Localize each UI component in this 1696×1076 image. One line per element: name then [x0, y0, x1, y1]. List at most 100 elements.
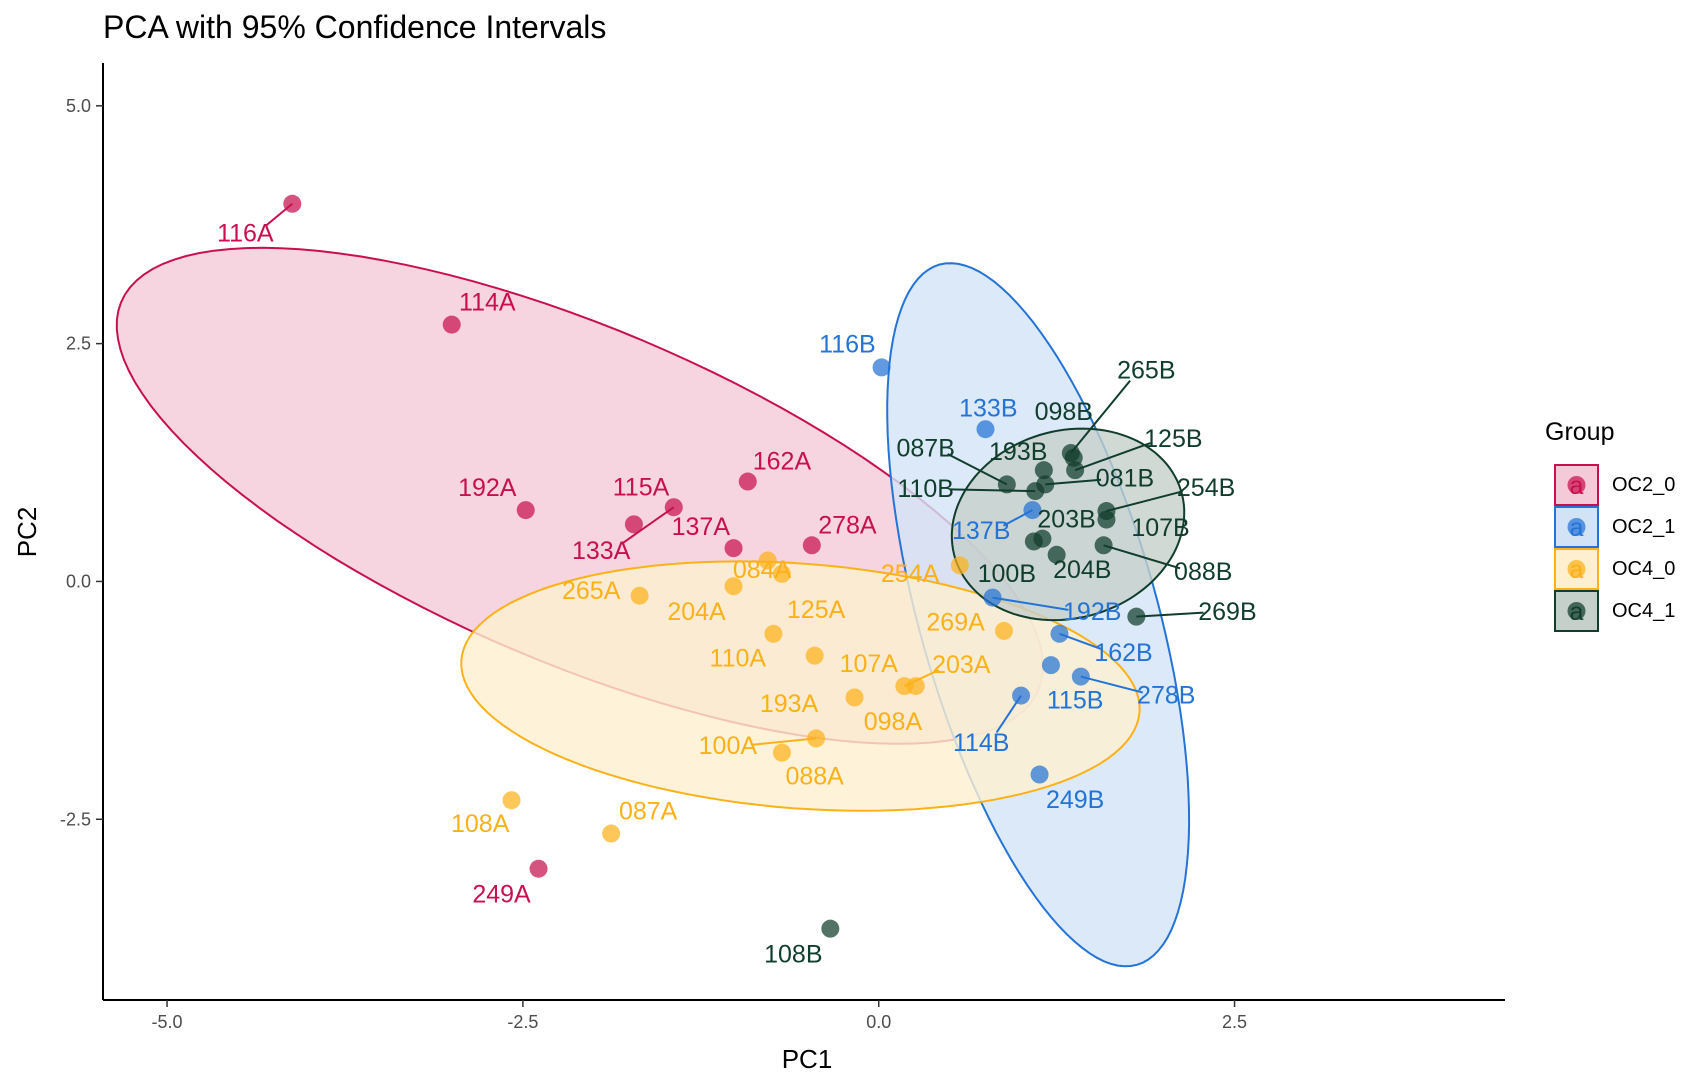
label-192A: 192A — [458, 474, 517, 502]
connector-133A — [621, 506, 675, 545]
label-137A: 137A — [672, 513, 731, 541]
connector-254B — [1106, 490, 1183, 513]
label-108A: 108A — [451, 810, 510, 838]
legend-label: OC4_1 — [1612, 600, 1675, 622]
label-088A: 088A — [785, 762, 844, 790]
label-100B: 100B — [978, 560, 1036, 588]
legend-item-oc4-0: a OC4_0 — [1554, 548, 1675, 590]
legend-key-point — [1567, 518, 1586, 536]
point-204A — [724, 577, 743, 596]
label-110A: 110A — [710, 644, 767, 672]
point-088A — [772, 743, 791, 762]
label-162B: 162B — [1094, 639, 1152, 667]
point-249B — [1030, 765, 1049, 784]
label-254A: 254A — [881, 560, 940, 588]
label-249A: 249A — [472, 880, 531, 908]
point-192A — [516, 501, 535, 520]
legend-key-point — [1567, 560, 1586, 578]
label-125A: 125A — [787, 596, 846, 624]
y-tick-label: 5.0 — [66, 96, 91, 116]
point-115A — [624, 515, 643, 534]
x-tick-label: -2.5 — [507, 1012, 538, 1032]
data-points — [283, 194, 1146, 938]
label-107B: 107B — [1131, 514, 1189, 542]
point-107B — [1097, 510, 1116, 529]
point-100A — [807, 729, 826, 748]
label-137B: 137B — [952, 517, 1010, 545]
label-265A: 265A — [562, 577, 621, 605]
point-278B — [1071, 667, 1090, 686]
legend-item-oc2-0: a OC2_0 — [1554, 464, 1675, 506]
connector-087B — [947, 453, 1008, 486]
legend: Group a OC2_0a OC2_1a OC4_0a OC4_1 — [1545, 418, 1675, 632]
connector-192B — [992, 596, 1069, 611]
point-278A — [802, 536, 821, 555]
label-204B: 204B — [1053, 556, 1111, 584]
point-269B — [1127, 607, 1146, 626]
point-110A — [764, 624, 783, 643]
connector-265B — [1070, 379, 1131, 454]
legend-key-point — [1567, 476, 1586, 494]
point-114A — [442, 315, 461, 334]
label-254B: 254B — [1177, 474, 1235, 502]
point-269A — [994, 621, 1013, 640]
x-axis-title: PC1 — [782, 1044, 833, 1074]
legend-key-glyph: a — [1570, 598, 1584, 626]
connector-110B — [949, 488, 1036, 493]
point-192B — [983, 588, 1002, 607]
point-084A — [758, 551, 777, 570]
label-110B: 110B — [897, 475, 954, 503]
point-254A — [950, 556, 969, 575]
connector-081B — [1045, 478, 1102, 486]
label-278A: 278A — [818, 511, 877, 539]
label-193B: 193B — [989, 438, 1047, 466]
y-tick-label: 0.0 — [66, 571, 91, 591]
legend-key-glyph: a — [1570, 556, 1584, 584]
connector-125B — [1074, 442, 1151, 472]
axes: -5.0 -2.5 0.0 2.5 -2.5 0.0 2.5 5.0 — [60, 63, 1505, 1032]
connector-088B — [1103, 544, 1181, 570]
label-249B: 249B — [1046, 786, 1104, 814]
label-125B: 125B — [1144, 425, 1202, 453]
x-tick-label: 0.0 — [866, 1012, 891, 1032]
y-tick-label: -2.5 — [60, 809, 91, 829]
point-125A — [772, 564, 791, 583]
chart-title: PCA with 95% Confidence Intervals — [103, 9, 606, 45]
label-115B: 115B — [1047, 686, 1104, 714]
label-265B: 265B — [1117, 356, 1175, 384]
y-tick-label: 2.5 — [66, 334, 91, 354]
point-110B — [1026, 482, 1045, 501]
label-116A: 116A — [217, 219, 274, 247]
legend-key — [1554, 464, 1599, 506]
point-labels: 116A 114A 192A 115A 162A 133A 137A 278A 249A 116B… — [217, 219, 1257, 968]
label-108B: 108B — [764, 940, 822, 968]
legend-label: OC4_0 — [1612, 558, 1675, 580]
point-193B — [1034, 461, 1053, 480]
point-265A — [630, 586, 649, 605]
confidence-ellipses — [115, 246, 1191, 968]
label-114B: 114B — [953, 729, 1010, 757]
legend-label: OC2_0 — [1612, 474, 1675, 496]
legend-label: OC2_1 — [1612, 516, 1675, 538]
point-087B — [997, 475, 1016, 494]
point-114B — [1012, 686, 1031, 705]
x-tick-label: -5.0 — [152, 1012, 183, 1032]
point-249A — [529, 859, 548, 878]
connector-100A — [751, 737, 817, 746]
point-108B — [821, 919, 840, 938]
legend-key-point — [1567, 602, 1586, 620]
legend-item-oc4-1: a OC4_1 — [1554, 590, 1675, 632]
legend-key-glyph: a — [1570, 514, 1584, 542]
point-137B — [1023, 501, 1042, 520]
label-116B: 116B — [819, 331, 876, 359]
label-098B: 098B — [1035, 398, 1093, 426]
label-162A: 162A — [753, 448, 812, 476]
point-116B — [872, 358, 891, 377]
point-108A — [502, 791, 521, 810]
point-203A — [895, 677, 914, 696]
connector-278B — [1080, 675, 1144, 694]
point-162A — [738, 472, 757, 491]
label-088B: 088B — [1174, 558, 1232, 586]
point-088B — [1094, 536, 1113, 555]
